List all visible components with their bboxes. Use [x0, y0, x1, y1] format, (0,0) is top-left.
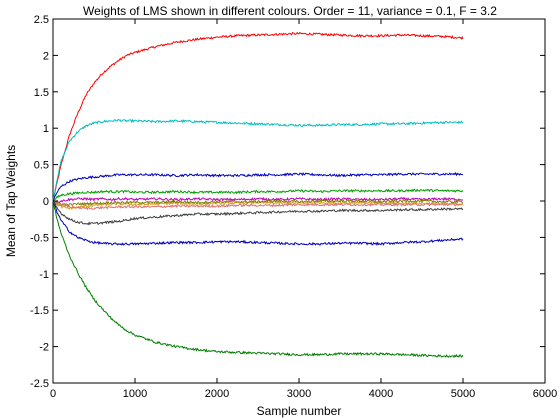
series-line-2 [52, 118, 464, 202]
series-layer [52, 31, 464, 359]
series-line-1 [52, 31, 464, 202]
y-tick-label: 2.5 [34, 14, 49, 26]
y-tick-label: 1.5 [34, 87, 49, 99]
series-line-4 [52, 188, 464, 202]
x-tick-label: 4000 [369, 388, 393, 400]
series-line-9 [52, 200, 464, 226]
x-axis-title: Sample number [257, 404, 342, 418]
tick-layer: 0 1000 2000 3000 4000 5000 6000 -2.5 -2 -1.5 -1 -0.… [30, 14, 557, 400]
y-tick-label: 1 [43, 123, 49, 135]
x-tick-label: 6000 [533, 388, 557, 400]
series-line-7 [52, 198, 464, 207]
series-line-5 [52, 196, 464, 204]
series-line-10 [52, 200, 464, 247]
plot-area [52, 18, 546, 384]
chart-title: Weights of LMS shown in different colour… [83, 4, 497, 18]
series-line-3 [52, 171, 464, 202]
x-tick-label: 2000 [205, 388, 229, 400]
y-tick-label: 0.5 [34, 160, 49, 172]
x-tick-label: 3000 [287, 388, 311, 400]
y-tick-label: 2 [43, 50, 49, 62]
x-tick-label: 0 [50, 388, 56, 400]
y-tick-label: -2 [39, 342, 49, 354]
y-tick-label: -1 [39, 269, 49, 281]
x-tick-label: 5000 [451, 388, 475, 400]
series-line-11 [52, 200, 464, 359]
x-tick-label: 1000 [123, 388, 147, 400]
y-tick-label: 0 [43, 196, 49, 208]
y-axis-title: Mean of Tap Weights [4, 145, 18, 257]
series-line-8 [52, 200, 464, 211]
y-tick-label: -1.5 [30, 305, 49, 317]
y-tick-label: -2.5 [30, 378, 49, 390]
y-tick-label: -0.5 [30, 232, 49, 244]
